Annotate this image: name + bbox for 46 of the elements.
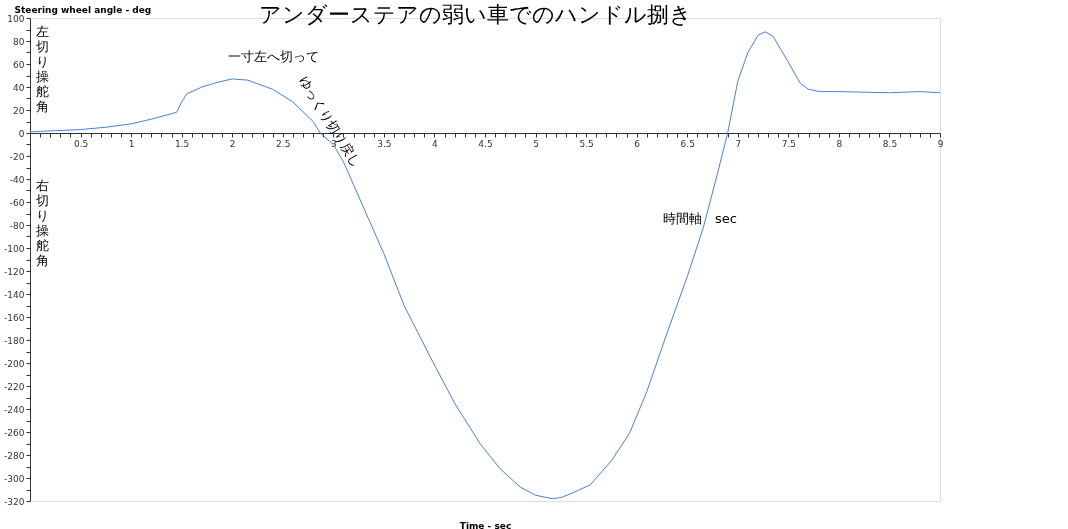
y-tick-label: -200 xyxy=(4,358,25,369)
annotation: 一寸左へ切って xyxy=(228,49,319,64)
x-tick-label: 7.5 xyxy=(781,138,796,149)
y-tick-label: -180 xyxy=(4,335,25,346)
x-tick-label: 4.5 xyxy=(478,138,493,149)
y-tick-label: -100 xyxy=(4,243,25,254)
y-tick-label: -60 xyxy=(9,197,25,208)
y-tick-label: -140 xyxy=(4,289,25,300)
y-tick-label: -120 xyxy=(4,266,25,277)
x-tick-label: 1.5 xyxy=(175,138,190,149)
y-axis-title: Steering wheel angle - deg xyxy=(14,4,152,15)
x-tick-label: 2.5 xyxy=(276,138,291,149)
y-tick-label: -20 xyxy=(9,151,25,162)
x-tick-label: 2 xyxy=(229,138,236,149)
y-tick-label: -240 xyxy=(4,404,25,415)
x-tick-label: 0.5 xyxy=(73,138,89,149)
annotation: 左切り操舵角 xyxy=(35,24,49,114)
y-tick-label: 40 xyxy=(13,82,25,93)
y-tick-label: 60 xyxy=(13,59,25,70)
y-tick-label: 100 xyxy=(7,13,25,24)
x-tick-label: 7 xyxy=(735,138,742,149)
chart-title: アンダーステアの弱い車でのハンドル捌き xyxy=(258,2,692,27)
x-tick-label: 6.5 xyxy=(680,138,695,149)
x-tick-label: 6 xyxy=(634,138,641,149)
x-tick-label: 8.5 xyxy=(882,138,898,149)
annotation: 時間軸 sec xyxy=(663,211,737,226)
x-tick-label: 4 xyxy=(432,138,439,149)
x-tick-label: 1 xyxy=(128,138,135,149)
x-axis-title: Time - sec xyxy=(459,520,512,529)
y-tick-label: -160 xyxy=(4,312,25,323)
y-tick-label: -260 xyxy=(4,427,25,438)
x-tick-label: 5 xyxy=(533,138,539,149)
x-tick-label: 5.5 xyxy=(579,138,594,149)
y-tick-label: -40 xyxy=(9,174,25,185)
y-tick-label: 80 xyxy=(13,36,25,47)
y-tick-label: 0 xyxy=(18,128,25,139)
y-tick-label: 20 xyxy=(13,105,25,116)
annotation: 右切り操舵角 xyxy=(35,178,49,268)
y-tick-label: -300 xyxy=(4,473,25,484)
y-tick-label: -320 xyxy=(4,496,25,507)
x-tick-label: 8 xyxy=(836,138,843,149)
y-tick-label: -80 xyxy=(9,220,25,231)
x-tick-label: 3.5 xyxy=(377,138,392,149)
y-tick-label: -280 xyxy=(4,450,25,461)
x-tick-label: 9 xyxy=(937,138,944,149)
y-tick-label: -220 xyxy=(4,381,25,392)
